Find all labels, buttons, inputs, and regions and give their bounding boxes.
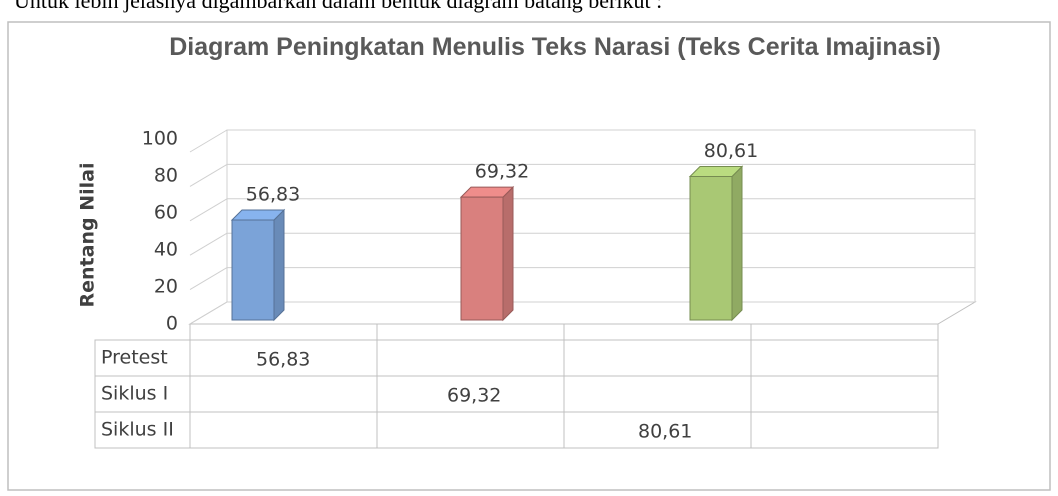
bar-face — [231, 219, 275, 321]
data-label: 80,61 — [704, 140, 758, 162]
y-tick-label: 100 — [142, 128, 178, 150]
chart-frame — [7, 21, 1051, 491]
bar-top — [230, 209, 286, 221]
y-tick-label: 80 — [154, 165, 178, 187]
bar-top — [459, 186, 515, 198]
grid-line — [189, 163, 228, 187]
bar-face — [689, 175, 733, 321]
bar — [459, 185, 515, 322]
grid-line — [189, 198, 228, 222]
data-label: 56,83 — [246, 184, 300, 206]
bar-side — [502, 185, 514, 322]
y-tick-label: 40 — [154, 239, 178, 261]
floor — [188, 301, 977, 325]
y-tick-label: 0 — [166, 313, 178, 335]
data-label: 69,32 — [475, 161, 529, 183]
y-tick-label: 20 — [154, 276, 178, 298]
bar-top — [688, 165, 744, 177]
caption: Untuk lebih jelasnya digambarkan dalam b… — [14, 0, 663, 13]
grid-line — [189, 301, 228, 325]
legend-entry: Pretest — [101, 347, 168, 369]
bar-side — [273, 208, 285, 322]
y-tick-label: 60 — [154, 202, 178, 224]
bar-side — [731, 165, 743, 322]
bar-face — [460, 196, 504, 321]
table-cell: 80,61 — [638, 421, 692, 443]
grid-line — [189, 129, 228, 153]
y-axis-label: Rentang Nilai — [77, 163, 99, 308]
grid-line — [189, 267, 228, 291]
table-cell: 56,83 — [256, 349, 310, 371]
data-table — [94, 339, 939, 449]
back-wall — [226, 129, 976, 303]
bar — [688, 165, 744, 322]
table-cell: 69,32 — [447, 385, 501, 407]
chart-title: Diagram Peningkatan Menulis Teks Narasi … — [169, 33, 941, 61]
legend-entry: Siklus I — [101, 383, 168, 405]
legend-entry: Siklus II — [101, 419, 174, 441]
bar — [230, 208, 286, 322]
grid-line — [189, 232, 228, 256]
